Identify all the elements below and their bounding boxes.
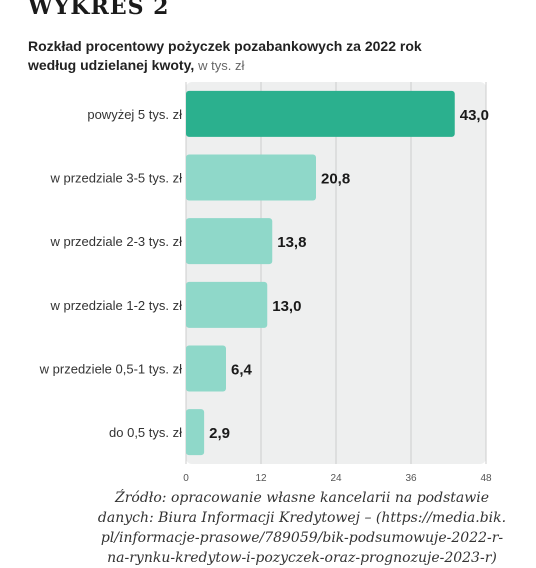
x-tick-label: 24	[330, 473, 342, 484]
category-label: do 0,5 tys. zł	[109, 425, 182, 440]
bar-chart: 0 12 24 36 48 powyżej 5 tys. zł 43,0 w przedzia…	[39, 82, 492, 484]
source-line: danych: Biura Informacji Kredytowej – (h…	[97, 510, 507, 526]
bar	[186, 90, 455, 137]
category-label: powyżej 5 tys. zł	[87, 107, 182, 122]
x-tick-label: 12	[255, 473, 267, 484]
data-label: 43,0	[460, 107, 489, 124]
data-label: 13,0	[272, 298, 301, 315]
chart-subtitle-text: według udzielanej kwoty,	[28, 57, 195, 73]
category-label: w przedziale 3-5 tys. zł	[50, 171, 183, 186]
category-label: w przedziale 2-3 tys. zł	[50, 234, 183, 249]
source-line: pl/informacje-prasowe/789059/bik-podsumo…	[100, 530, 504, 546]
data-label: 6,4	[231, 362, 253, 379]
figure-label: WYKRES 2	[28, 0, 170, 20]
chart-title: Rozkład procentowy pożyczek pozabankowyc…	[28, 38, 422, 54]
source-note: Źródło: opracowanie własne kancelarii na…	[0, 488, 536, 568]
bar	[186, 345, 226, 392]
bar	[186, 218, 273, 265]
chart-subtitle: według udzielanej kwoty, w tys. zł	[28, 57, 244, 73]
chart-unit: w tys. zł	[198, 58, 245, 73]
bar	[186, 154, 316, 201]
category-label: w przedziele 0,5-1 tys. zł	[39, 362, 182, 377]
x-tick-label: 0	[183, 473, 189, 484]
data-label: 2,9	[209, 425, 230, 442]
data-label: 20,8	[321, 171, 350, 188]
source-line: Źródło: opracowanie własne kancelarii na…	[115, 490, 489, 506]
x-tick-label: 48	[480, 473, 492, 484]
bar	[186, 409, 205, 456]
category-label: w przedziale 1-2 tys. zł	[50, 298, 183, 313]
x-tick-label: 36	[405, 473, 417, 484]
bar	[186, 281, 268, 328]
source-line: na-rynku-kredytow-i-pozyczek-oraz-progno…	[107, 550, 497, 566]
data-label: 13,8	[277, 234, 306, 251]
